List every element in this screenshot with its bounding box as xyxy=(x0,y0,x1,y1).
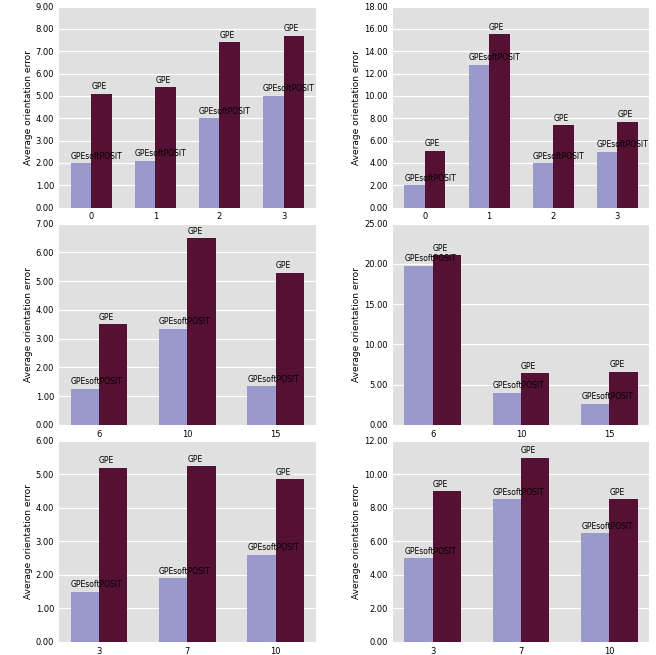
Text: GPEsoftPOSIT: GPEsoftPOSIT xyxy=(263,84,315,94)
Y-axis label: Average orientation error: Average orientation error xyxy=(352,267,361,382)
Bar xyxy=(609,371,638,424)
Text: GPEsoftPOSIT: GPEsoftPOSIT xyxy=(581,521,633,531)
Bar xyxy=(597,152,617,208)
Text: GPE: GPE xyxy=(489,23,504,32)
Text: GPEsoftPOSIT: GPEsoftPOSIT xyxy=(404,547,456,555)
Text: GPEsoftPOSIT: GPEsoftPOSIT xyxy=(493,381,544,390)
Bar xyxy=(99,324,127,424)
Bar xyxy=(433,255,461,424)
Bar xyxy=(609,500,638,642)
Bar xyxy=(263,96,283,208)
Text: GPEsoftPOSIT: GPEsoftPOSIT xyxy=(533,151,584,160)
Bar xyxy=(617,122,638,208)
Text: GPE: GPE xyxy=(521,446,537,455)
Bar xyxy=(493,392,521,424)
Text: GPE: GPE xyxy=(433,479,448,489)
Text: GPEsoftPOSIT: GPEsoftPOSIT xyxy=(247,544,299,552)
Bar xyxy=(159,578,188,642)
Y-axis label: Average orientation error: Average orientation error xyxy=(352,50,361,164)
Text: GPEsoftPOSIT: GPEsoftPOSIT xyxy=(71,151,123,160)
Bar xyxy=(247,555,276,642)
Text: GPE: GPE xyxy=(425,140,440,148)
Y-axis label: Average orientation error: Average orientation error xyxy=(24,267,33,382)
Bar xyxy=(159,329,188,424)
Bar xyxy=(489,35,510,208)
Bar xyxy=(188,238,216,424)
Bar xyxy=(99,468,127,642)
X-axis label: Number of object points: Number of object points xyxy=(126,441,249,451)
Text: GPEsoftPOSIT: GPEsoftPOSIT xyxy=(404,254,456,263)
Bar xyxy=(404,185,425,208)
Bar xyxy=(521,373,549,424)
Text: GPEsoftPOSIT: GPEsoftPOSIT xyxy=(159,317,211,326)
Bar xyxy=(188,466,216,642)
Bar xyxy=(71,591,99,642)
Bar xyxy=(404,265,433,424)
Text: GPEsoftPOSIT: GPEsoftPOSIT xyxy=(597,140,649,149)
Bar xyxy=(276,479,304,642)
Text: GPEsoftPOSIT: GPEsoftPOSIT xyxy=(199,107,251,116)
Bar xyxy=(468,65,489,208)
X-axis label: Number of occluded points: Number of occluded points xyxy=(119,224,256,233)
Text: GPE: GPE xyxy=(433,244,448,253)
Text: GPE: GPE xyxy=(276,261,291,270)
Text: GPE: GPE xyxy=(617,110,632,119)
Text: GPEsoftPOSIT: GPEsoftPOSIT xyxy=(581,392,633,402)
Text: GPE: GPE xyxy=(91,83,106,91)
Y-axis label: Average orientation error: Average orientation error xyxy=(24,484,33,599)
Bar xyxy=(533,163,553,208)
Text: GPEsoftPOSIT: GPEsoftPOSIT xyxy=(135,149,186,159)
Bar xyxy=(135,160,155,208)
Bar xyxy=(155,87,176,208)
Bar xyxy=(71,163,91,208)
Bar xyxy=(247,386,276,424)
Bar xyxy=(433,491,461,642)
Y-axis label: Average orientation error: Average orientation error xyxy=(24,50,33,164)
Text: GPE: GPE xyxy=(99,457,114,465)
Text: GPEsoftPOSIT: GPEsoftPOSIT xyxy=(247,375,299,384)
Bar xyxy=(71,389,99,424)
Bar xyxy=(283,35,304,208)
Text: a: a xyxy=(183,292,192,306)
Bar xyxy=(404,558,433,642)
Text: GPE: GPE xyxy=(220,31,235,40)
Text: GPE: GPE xyxy=(99,313,114,322)
Bar xyxy=(91,94,112,208)
Text: GPEsoftPOSIT: GPEsoftPOSIT xyxy=(493,488,544,497)
Text: GPEsoftPOSIT: GPEsoftPOSIT xyxy=(159,567,211,576)
Bar xyxy=(199,119,220,208)
Bar xyxy=(581,404,609,424)
Text: GPE: GPE xyxy=(188,455,203,464)
Text: GPE: GPE xyxy=(155,75,171,84)
Bar xyxy=(493,500,521,642)
Text: GPE: GPE xyxy=(609,488,625,497)
Bar xyxy=(553,125,573,208)
Text: GPEsoftPOSIT: GPEsoftPOSIT xyxy=(404,174,456,183)
X-axis label: Number of object points: Number of object points xyxy=(459,441,583,451)
Bar xyxy=(220,43,240,208)
Text: b: b xyxy=(516,292,526,306)
Bar xyxy=(521,458,549,642)
Text: GPEsoftPOSIT: GPEsoftPOSIT xyxy=(71,580,123,590)
Text: d: d xyxy=(516,509,526,523)
Text: GPE: GPE xyxy=(553,113,568,122)
Y-axis label: Average orientation error: Average orientation error xyxy=(352,484,361,599)
Bar xyxy=(425,151,445,208)
X-axis label: Number of occluded points: Number of occluded points xyxy=(453,224,590,233)
Text: GPE: GPE xyxy=(521,362,537,371)
Bar xyxy=(581,533,609,642)
Text: GPE: GPE xyxy=(283,24,298,33)
Text: GPEsoftPOSIT: GPEsoftPOSIT xyxy=(71,377,123,386)
Text: GPE: GPE xyxy=(188,227,203,236)
Text: GPE: GPE xyxy=(609,360,625,369)
Text: c: c xyxy=(183,509,192,523)
Text: GPEsoftPOSIT: GPEsoftPOSIT xyxy=(468,53,520,62)
Bar xyxy=(276,272,304,424)
Text: GPE: GPE xyxy=(276,468,291,477)
